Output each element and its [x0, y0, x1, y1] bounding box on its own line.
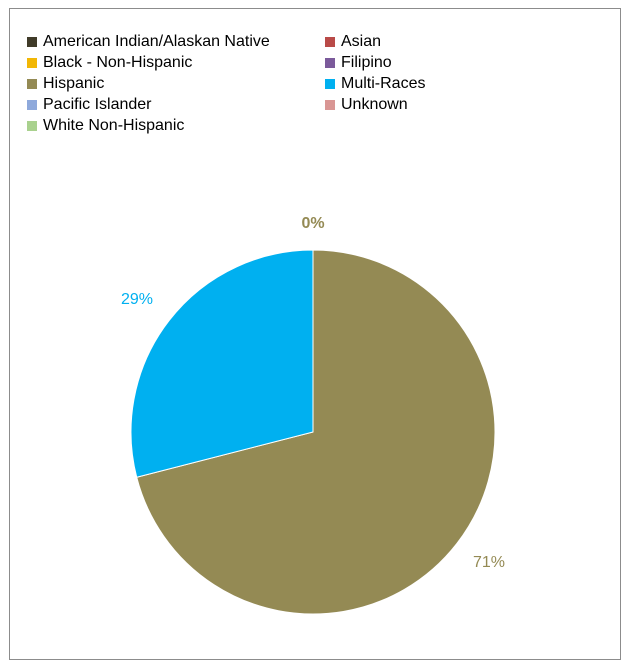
legend-item: Asian — [325, 31, 465, 52]
legend-item: Hispanic — [27, 73, 325, 94]
pie-slice — [130, 249, 314, 478]
legend-label: Black - Non-Hispanic — [43, 53, 193, 71]
legend-label: Filipino — [341, 53, 392, 71]
legend-swatch — [27, 36, 37, 47]
legend-swatch — [27, 78, 37, 89]
legend-label: Asian — [341, 32, 382, 50]
legend-item: Pacific Islander — [27, 94, 325, 115]
legend-swatch — [325, 36, 335, 47]
legend-swatch — [325, 99, 335, 110]
legend-swatch — [27, 57, 37, 68]
legend-label: Hispanic — [43, 74, 105, 92]
legend-label: Pacific Islander — [43, 95, 152, 113]
data-label: 0% — [301, 215, 324, 232]
legend-label: White Non-Hispanic — [43, 116, 185, 134]
legend-item: Filipino — [325, 52, 465, 73]
legend-label: American Indian/Alaskan Native — [43, 32, 270, 50]
data-label: 71% — [473, 554, 505, 571]
legend-item: White Non-Hispanic — [27, 115, 325, 136]
pie-slice — [136, 249, 496, 615]
legend-item: Black - Non-Hispanic — [27, 52, 325, 73]
legend-label: Unknown — [341, 95, 408, 113]
legend-item: Multi-Races — [325, 73, 465, 94]
chart-legend: American Indian/Alaskan Native Asian Black… — [27, 31, 467, 136]
legend-swatch — [27, 120, 37, 131]
legend-swatch — [325, 57, 335, 68]
legend-item: American Indian/Alaskan Native — [27, 31, 325, 52]
legend-swatch — [27, 99, 37, 110]
legend-swatch — [325, 78, 335, 89]
legend-item: Unknown — [325, 94, 465, 115]
legend-label: Multi-Races — [341, 74, 426, 92]
data-label: 29% — [121, 291, 153, 308]
